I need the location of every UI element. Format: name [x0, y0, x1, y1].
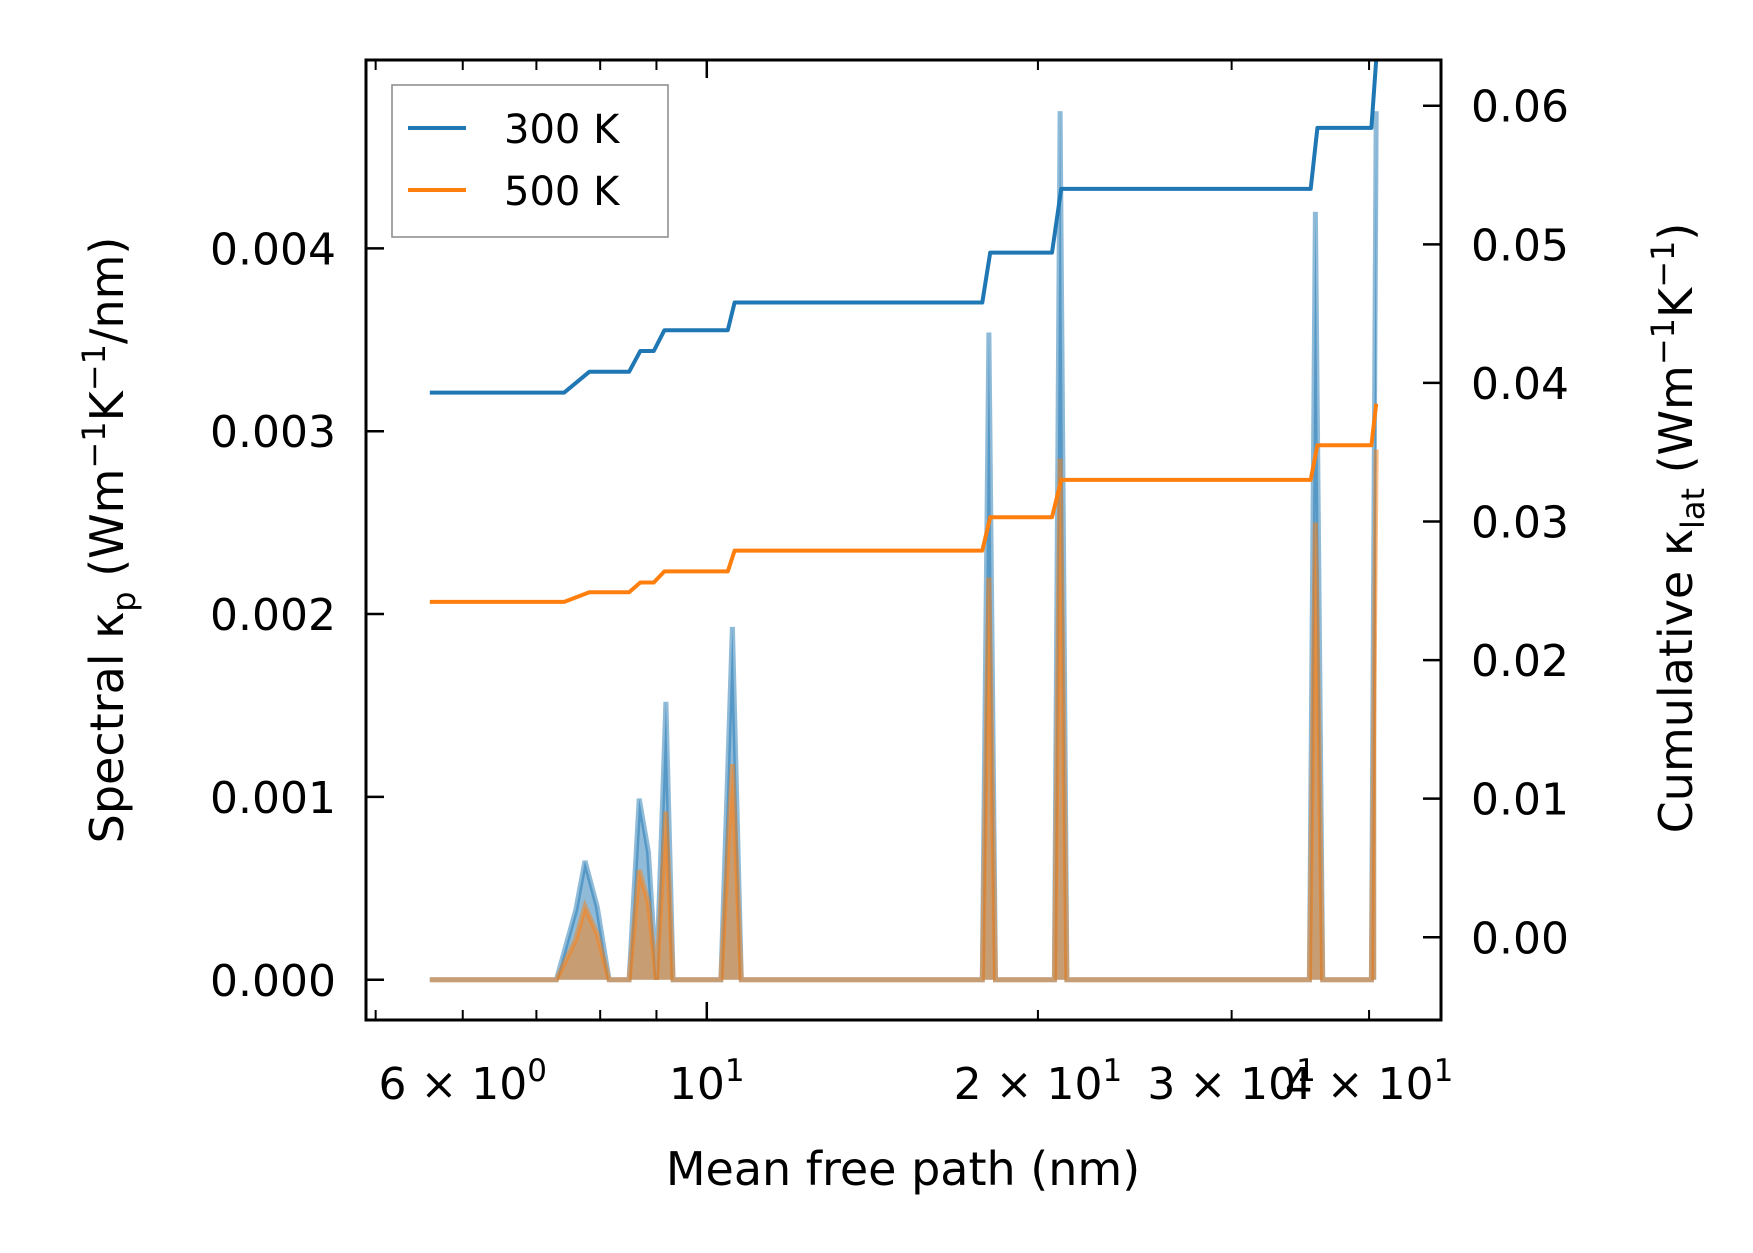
x-tick-label: 101: [669, 1053, 745, 1110]
right-axis-title-unit-b: K: [1649, 286, 1703, 318]
right-y-tick-label: 0.04: [1471, 359, 1569, 410]
left-axis-title-main: Spectral κ: [80, 612, 134, 844]
right-y-tick-label: 0.01: [1471, 775, 1569, 826]
left-axis-title-sub: p: [105, 591, 143, 611]
right-axis-title: Cumulative κlat (Wm−1K−1): [1644, 223, 1712, 834]
left-y-tick-label: 0.003: [210, 407, 336, 458]
data-lines: [429, 59, 1379, 604]
left-axis-title-unit-c: /nm): [80, 237, 134, 344]
cumulative-line-300k: [429, 59, 1379, 395]
right-axis-title-sup1: −1: [1644, 318, 1682, 365]
x-tick-label: 6 × 100: [378, 1053, 547, 1110]
legend-label-500k: 500 K: [504, 169, 621, 215]
left-axis-title-unit-a: (Wm: [80, 469, 134, 592]
left-axis-title-sup1: −1: [75, 421, 113, 468]
right-y-tick-label: 0.03: [1471, 497, 1569, 548]
spectral-fills: [429, 111, 1379, 983]
right-axis-title-unit-c: ): [1649, 223, 1703, 241]
left-axis-title-sup2: −1: [75, 344, 113, 391]
plot-frame: [364, 58, 1443, 1022]
spectral-line-500k: [429, 449, 1379, 983]
axis-ticks: 0.000 0.001 0.002 0.003 0.004 0.00 0.01 0.02 0.0…: [210, 60, 1569, 1110]
legend: 300 K 500 K: [391, 84, 669, 238]
left-axis-title: Spectral κp (Wm−1K−1/nm): [75, 237, 143, 844]
left-y-tick-label: 0.001: [210, 773, 336, 824]
right-y-tick-label: 0.06: [1471, 82, 1569, 133]
right-axis-title-sub: lat: [1674, 488, 1712, 529]
legend-label-300k: 300 K: [504, 107, 621, 153]
legend-box: [391, 84, 669, 238]
left-y-tick-label: 0.000: [210, 956, 336, 1007]
x-tick-label: 2 × 101: [954, 1053, 1123, 1110]
left-y-tick-label: 0.004: [210, 224, 336, 275]
right-axis-title-unit-a: (Wm: [1649, 365, 1703, 488]
right-y-tick-label: 0.00: [1471, 913, 1569, 964]
right-axis-title-sup2: −1: [1644, 241, 1682, 288]
x-axis-title: Mean free path (nm): [666, 1142, 1140, 1196]
cumulative-line-500k: [429, 403, 1379, 604]
left-axis-title-unit-b: K: [80, 389, 134, 421]
right-axis-title-main: Cumulative κ: [1649, 529, 1703, 833]
left-y-tick-label: 0.002: [210, 590, 336, 641]
x-tick-label: 4 × 101: [1285, 1053, 1454, 1110]
right-y-tick-label: 0.02: [1471, 636, 1569, 687]
right-y-tick-label: 0.05: [1471, 220, 1569, 271]
x-tick-label: 3 × 101: [1147, 1053, 1316, 1110]
